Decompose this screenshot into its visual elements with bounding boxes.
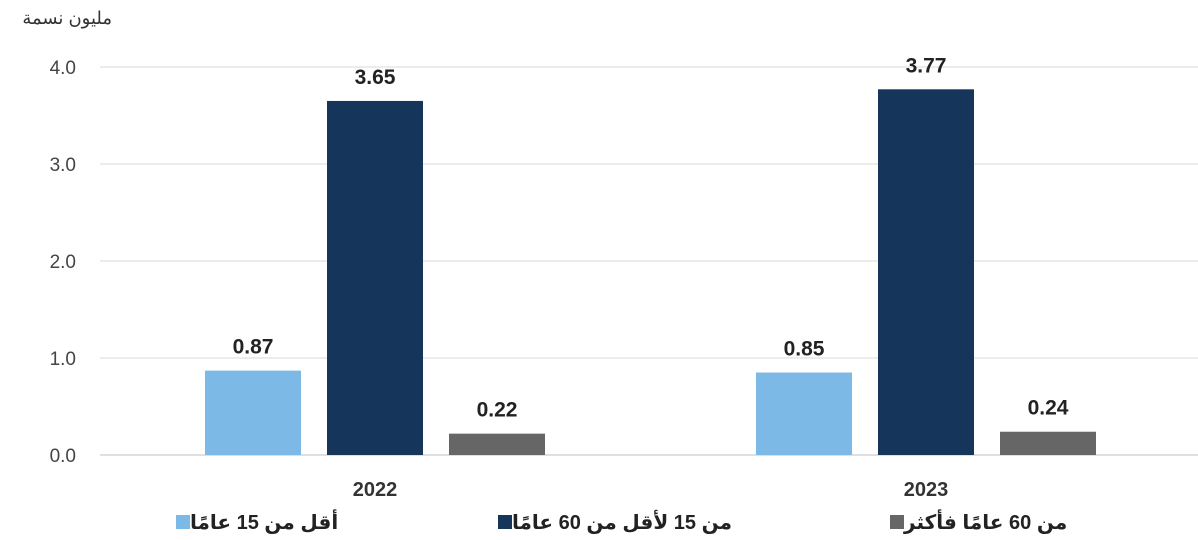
category-labels: 2022 2023 [353, 479, 949, 500]
data-label: 0.87 [233, 336, 274, 359]
legend-swatch-15-to-60 [498, 515, 512, 529]
category-label: 2023 [904, 479, 949, 500]
legend-swatch-60-plus [890, 515, 904, 529]
bar [1000, 431, 1096, 455]
bars [205, 89, 1096, 455]
data-label: 3.77 [906, 54, 947, 77]
y-tick-label: 0.0 [50, 446, 76, 467]
legend-label-under-15: أقل من 15 عامًا [190, 511, 339, 534]
y-tick-label: 4.0 [50, 58, 76, 79]
legend-item-60-plus: من 60 عامًا فأكثر [884, 508, 1067, 536]
legend-label-60-plus: من 60 عامًا فأكثر [904, 511, 1068, 534]
legend-item-under-15: أقل من 15 عامًا [170, 508, 338, 536]
y-tick-label: 3.0 [50, 155, 76, 176]
bar-chart: مليون نسمة 0.01.02.03.04.0 0.873.650.220… [22, 8, 1198, 500]
data-label: 0.22 [477, 399, 518, 422]
data-label: 3.65 [355, 66, 396, 89]
bar [878, 89, 974, 455]
y-tick-label: 1.0 [50, 349, 76, 370]
y-axis-label: مليون نسمة [22, 8, 112, 29]
legend-swatch-under-15 [176, 515, 190, 529]
data-label: 0.85 [784, 338, 825, 361]
bar [756, 372, 852, 455]
bar [205, 370, 301, 455]
legend-item-15-to-60: من 15 لأقل من 60 عامًا [492, 508, 732, 536]
bar [449, 433, 545, 455]
bar [327, 100, 423, 455]
y-tick-labels: 0.0 1.0 2.0 3.0 4.0 [50, 58, 76, 467]
y-tick-label: 2.0 [50, 252, 76, 273]
data-label: 0.24 [1028, 397, 1069, 420]
legend-label-15-to-60: من 15 لأقل من 60 عامًا [512, 511, 732, 534]
category-label: 2022 [353, 479, 398, 500]
data-labels: 0.87 3.65 0.22 0.85 3.77 0.24 [233, 54, 1069, 421]
